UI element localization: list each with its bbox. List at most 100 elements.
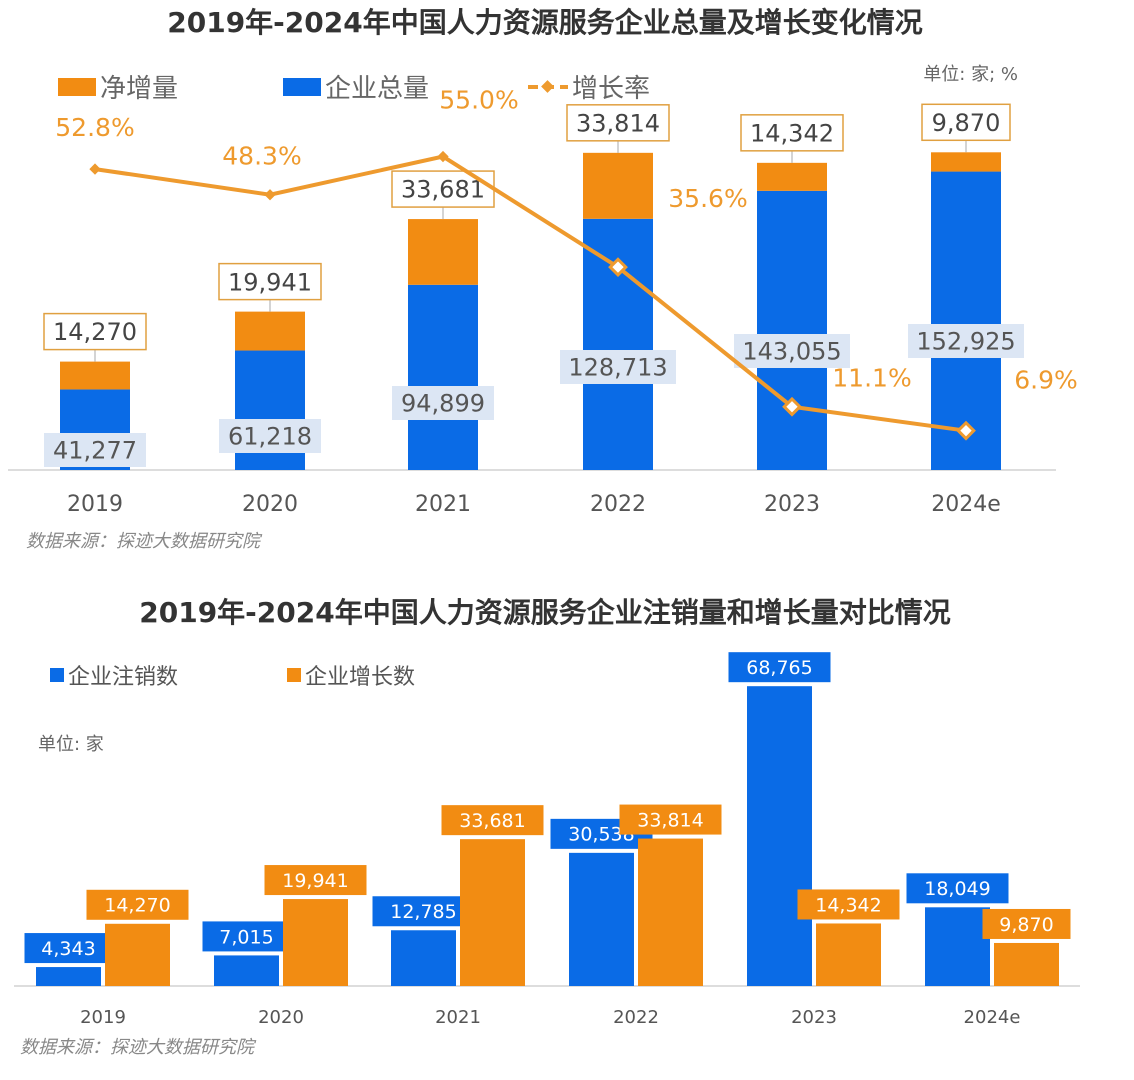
label-total-2020-text: 61,218 — [228, 423, 312, 451]
label-growth-2024e-text: 9,870 — [999, 914, 1053, 936]
label-deregistered-2023-text: 68,765 — [746, 657, 812, 679]
label-deregistered-2023-box — [728, 652, 831, 683]
label-deregistered-2024e: 18,049 — [906, 873, 1009, 904]
label-growth-2020-text: 19,941 — [282, 870, 348, 892]
label-growth-2022: 33,814 — [619, 804, 722, 835]
label-deregistered-2021-text: 12,785 — [390, 901, 456, 923]
label-growth-2021-box — [441, 805, 544, 836]
label-net-2021: 33,681 — [391, 170, 495, 208]
legend-swatch-net-increase — [58, 78, 96, 96]
legend-label-growth: 增长率 — [572, 74, 650, 104]
label-growth-2023-box — [797, 889, 900, 920]
legend-label-deregistered: 企业注销数 — [68, 665, 178, 690]
label-net-2023-box — [740, 114, 844, 152]
growth-point-2019 — [89, 163, 101, 175]
bar-growth-2022 — [638, 838, 703, 986]
label-net-2019-text: 14,270 — [53, 318, 137, 346]
label-deregistered-2024e-text: 18,049 — [924, 878, 990, 900]
x-tick-2024e: 2024e — [964, 1007, 1021, 1028]
growth-point-2020 — [264, 189, 276, 201]
label-total-2022: 128,713 — [560, 350, 676, 384]
label-total-2020-box — [219, 419, 321, 453]
chart1-unit-note: 单位: 家; % — [923, 64, 1018, 85]
label-deregistered-2019-box — [24, 933, 113, 964]
label-growth-2024e-box — [982, 908, 1071, 939]
label-total-2022-text: 128,713 — [568, 354, 667, 382]
label-deregistered-2019-text: 4,343 — [41, 938, 95, 960]
label-total-2019-box — [44, 433, 146, 467]
label-deregistered-2021: 12,785 — [372, 896, 475, 927]
bar-growth-2020 — [283, 899, 348, 986]
x-tick-2024e: 2024e — [931, 492, 1001, 517]
label-net-2021-text: 33,681 — [401, 176, 485, 204]
bar-growth-2024e — [994, 942, 1059, 986]
x-tick-2020: 2020 — [258, 1007, 304, 1028]
label-net-2020-text: 19,941 — [228, 268, 312, 296]
label-growth-2019: 14,270 — [86, 889, 189, 920]
label-total-2023-box — [734, 334, 850, 368]
label-growth-2024e: 9,870 — [982, 908, 1071, 939]
label-growth-2023: 14,342 — [797, 889, 900, 920]
label-net-2019-box — [43, 312, 147, 351]
bar-deregistered-2019 — [36, 967, 101, 986]
label-growth-2021: 33,681 — [441, 805, 544, 836]
x-tick-2021: 2021 — [415, 492, 471, 517]
chart2-source: 数据来源：探迹大数据研究院 — [20, 1037, 257, 1058]
label-total-2019: 41,277 — [44, 433, 146, 467]
bar-net-increase-2022 — [583, 152, 653, 219]
legend-swatch-total — [283, 78, 321, 96]
growth-label-2024e: 6.9% — [1014, 366, 1078, 395]
label-net-2020-box — [218, 262, 322, 301]
x-tick-2022: 2022 — [590, 492, 646, 517]
bar-total-2022 — [583, 218, 653, 470]
label-total-2024e-text: 152,925 — [916, 328, 1015, 356]
growth-point-2021 — [437, 150, 449, 163]
label-deregistered-2022: 30,538 — [550, 818, 653, 849]
label-total-2019-text: 41,277 — [53, 437, 137, 465]
bar-deregistered-2022 — [569, 852, 634, 986]
bar-total-2021 — [408, 284, 478, 470]
legend-marker-growth — [541, 80, 554, 93]
label-growth-2020: 19,941 — [264, 865, 367, 896]
label-growth-2020-box — [264, 865, 367, 896]
label-net-2020: 19,941 — [218, 262, 322, 301]
label-net-2023-text: 14,342 — [750, 119, 834, 147]
bar-deregistered-2020 — [214, 955, 279, 986]
label-total-2021-text: 94,899 — [401, 390, 485, 418]
label-total-2024e-box — [908, 324, 1024, 358]
bar-deregistered-2024e — [925, 907, 990, 986]
label-growth-2019-box — [86, 889, 189, 920]
bar-growth-2023 — [816, 923, 881, 986]
label-net-2024e-box — [921, 103, 1011, 142]
label-deregistered-2020-text: 7,015 — [219, 926, 273, 948]
growth-label-2020: 48.3% — [222, 142, 301, 171]
growth-point-2023 — [782, 396, 802, 417]
label-net-2022: 33,814 — [566, 104, 670, 142]
bar-deregistered-2023 — [747, 686, 812, 986]
chart1-title: 2019年-2024年中国人力资源服务企业总量及增长变化情况 — [167, 6, 922, 39]
label-total-2022-box — [560, 350, 676, 384]
label-net-2019: 14,270 — [43, 312, 147, 351]
legend-swatch-growth-count — [287, 668, 301, 682]
label-deregistered-2023: 68,765 — [728, 652, 831, 683]
label-growth-2022-text: 33,814 — [637, 809, 703, 831]
label-total-2021: 94,899 — [392, 386, 494, 420]
label-total-2023: 143,055 — [734, 334, 850, 368]
x-tick-2020: 2020 — [242, 492, 298, 517]
label-net-2024e-text: 9,870 — [932, 109, 1001, 137]
label-deregistered-2022-text: 30,538 — [568, 824, 634, 846]
label-deregistered-2021-box — [372, 896, 475, 927]
label-growth-2021-text: 33,681 — [459, 810, 525, 832]
chart2-unit-note: 单位: 家 — [38, 734, 104, 755]
bar-net-increase-2024e — [931, 152, 1001, 172]
legend-swatch-deregistered — [50, 668, 64, 682]
x-tick-2021: 2021 — [435, 1007, 481, 1028]
bar-net-increase-2023 — [757, 162, 827, 191]
label-net-2024e: 9,870 — [921, 103, 1011, 142]
label-total-2023-text: 143,055 — [742, 338, 841, 366]
label-net-2022-box — [566, 104, 670, 142]
growth-rate-line — [94, 154, 967, 433]
label-net-2021-box — [391, 170, 495, 208]
bar-growth-2019 — [105, 923, 170, 986]
growth-label-2021: 55.0% — [439, 86, 518, 115]
